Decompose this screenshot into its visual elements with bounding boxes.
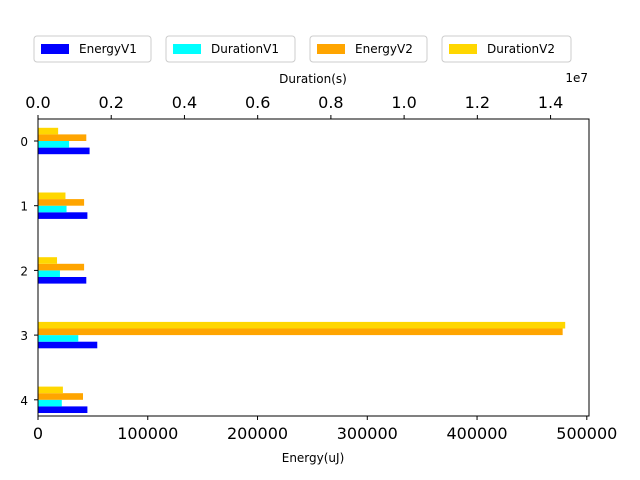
x-tick-label: 400000 [447,424,508,443]
legend-item-energyv2: EnergyV2 [309,35,428,63]
x-tick-label: 0 [33,424,43,443]
legend-swatch [317,44,345,54]
x-tick-label: 200000 [227,424,288,443]
legend-label: DurationV1 [211,42,279,56]
bar-durationv1-3 [38,335,79,342]
bar-energyv1-2 [38,277,87,284]
y-tick-label: 1 [20,200,28,214]
bar-energyv2-4 [38,393,84,400]
x2-tick-label: 0.0 [25,93,50,112]
y-tick-label: 2 [20,264,28,278]
x-tick-label: 500000 [556,424,617,443]
x2-tick-label: 0.6 [245,93,270,112]
x2-tick-label: 1.2 [465,93,490,112]
legend: EnergyV1 DurationV1 EnergyV2 DurationV2 [33,35,572,63]
bar-energyv2-2 [38,263,85,271]
legend-label: EnergyV2 [355,42,413,56]
y-tick-label: 3 [20,329,28,343]
legend-box [441,35,572,63]
legend-swatch [41,44,69,54]
x-tick-label: 100000 [117,424,178,443]
legend-box [165,35,296,63]
legend-label: DurationV2 [487,42,555,56]
legend-item-durationv2: DurationV2 [441,35,572,63]
legend-swatch [173,44,201,54]
bar-energyv2-1 [38,199,85,206]
bar-durationv2-1 [38,192,66,200]
bar-durationv1-4 [38,399,62,407]
x-axis-label: Energy(uJ) [282,451,345,465]
ticks: 0 100000 200000 300000 400000 500000 0.0 0.2 0.4… [20,93,617,443]
bar-durationv2-4 [38,386,63,394]
legend-box [309,35,428,63]
bar-durationv2-0 [38,127,59,135]
bar-energyv2-0 [38,134,87,141]
bar-durationv2-2 [38,257,58,264]
x2-tick-label: 0.8 [318,93,343,112]
bar-durationv2-3 [38,321,566,329]
bars [38,127,566,413]
legend-box [33,35,152,63]
x-tick-label: 300000 [337,424,398,443]
x2-tick-label: 0.2 [98,93,123,112]
x2-tick-label: 0.4 [172,93,197,112]
legend-swatch [449,44,477,54]
legend-label: EnergyV1 [79,42,137,56]
plot-frame [37,118,590,417]
bar-energyv1-4 [38,406,88,413]
x2-axis-label: Duration(s) [279,72,347,86]
legend-item-durationv1: DurationV1 [165,35,296,63]
x2-tick-label: 1.4 [538,93,563,112]
bar-energyv1-3 [38,341,98,349]
x2-offset-label: 1e7 [565,71,588,85]
bar-durationv1-0 [38,141,70,148]
x2-tick-label: 1.0 [391,93,416,112]
bar-energyv1-0 [38,147,90,155]
bar-energyv1-1 [38,212,88,219]
y-tick-label: 0 [20,135,28,149]
bar-durationv1-1 [38,205,67,213]
bar-energyv2-3 [38,328,563,336]
y-tick-label: 4 [20,394,28,408]
legend-item-energyv1: EnergyV1 [33,35,152,63]
bar-durationv1-2 [38,270,60,277]
